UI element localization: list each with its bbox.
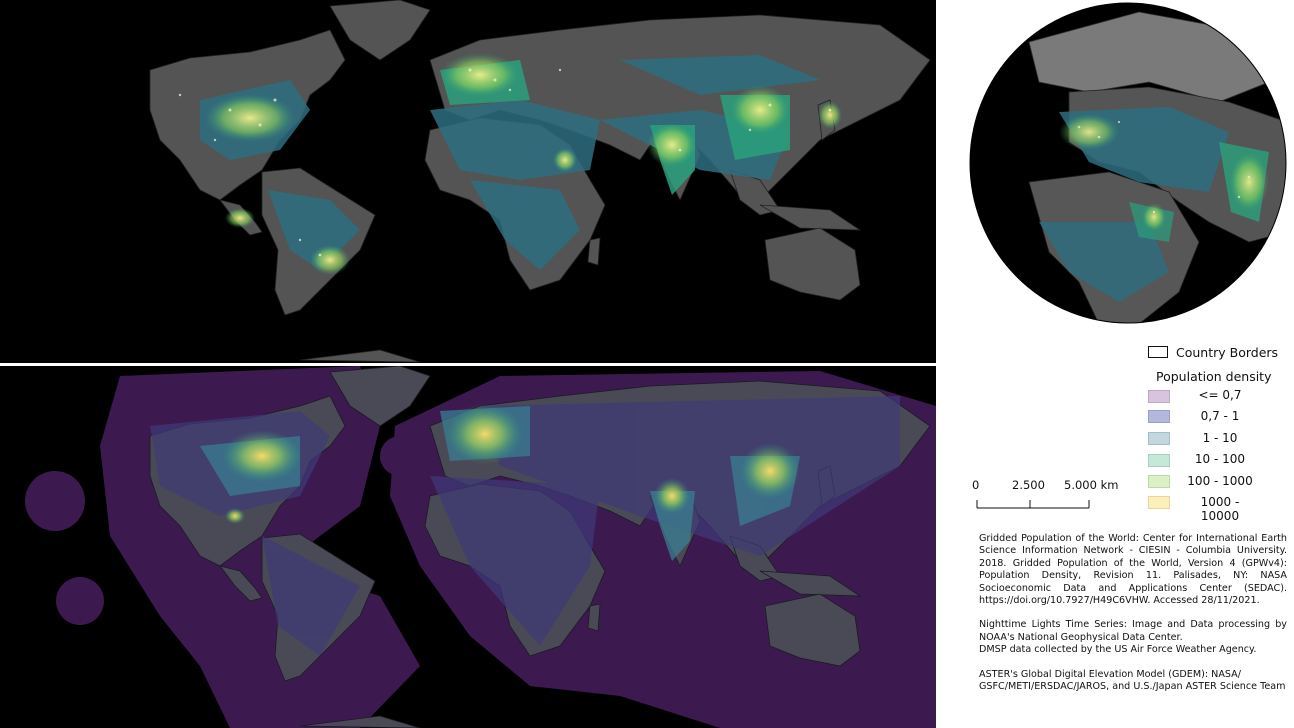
legend-class-row: [1148, 450, 1170, 470]
legend-class-label: 100 - 1000: [1187, 474, 1253, 488]
population-density-map[interactable]: [0, 366, 936, 728]
orthographic-globe[interactable]: [969, 2, 1287, 324]
legend-class-label: 10 - 100: [1194, 452, 1246, 466]
legend-class-label: 1000 - 10000: [1200, 495, 1240, 523]
legend-swatch: [1148, 453, 1170, 467]
legend-class-row: [1148, 471, 1170, 491]
population-density-world-map-icon: [0, 366, 936, 728]
legend-swatch: [1148, 495, 1170, 509]
legend-class-row: [1148, 492, 1170, 512]
legend-swatch: [1148, 409, 1170, 423]
orthographic-globe-map-icon: [969, 2, 1287, 324]
legend-class-row: [1148, 406, 1170, 426]
credit-nighttime-2: DMSP data collected by the US Air Force …: [979, 644, 1257, 656]
legend-class-label: 1 - 10: [1202, 431, 1238, 445]
legend-borders-label: Country Borders: [1176, 344, 1279, 360]
legend-class-label: <= 0,7: [1198, 388, 1242, 402]
legend-swatch: [1148, 474, 1170, 488]
nighttime-lights-map[interactable]: [0, 0, 936, 363]
legend-title: Population density: [1156, 369, 1272, 384]
scale-tick-label: 2.500: [1012, 478, 1045, 492]
legend-class-row: [1148, 386, 1170, 406]
legend-swatch: [1148, 389, 1170, 403]
credits: Gridded Population of the World: Center …: [979, 533, 1287, 705]
credit-nighttime-1: Nighttime Lights Time Series: Image and …: [979, 619, 1287, 643]
legend-class-label: 0,7 - 1: [1200, 409, 1240, 423]
scale-bar: 0 2.500 5.000 km: [972, 478, 1122, 514]
legend-class-row: [1148, 428, 1170, 448]
scale-tick-label: 5.000 km: [1064, 478, 1119, 492]
nighttime-lights-world-map-icon: [0, 0, 936, 363]
border-swatch-icon: [1148, 346, 1168, 358]
credit-gpw: Gridded Population of the World: Center …: [979, 533, 1287, 607]
legend-swatch: [1148, 431, 1170, 445]
legend-country-borders: Country Borders: [1148, 343, 1278, 361]
scale-tick-label: 0: [972, 478, 980, 492]
credit-aster: ASTER's Global Digital Elevation Model (…: [979, 668, 1286, 693]
scale-bar-line-icon: [976, 500, 1090, 509]
